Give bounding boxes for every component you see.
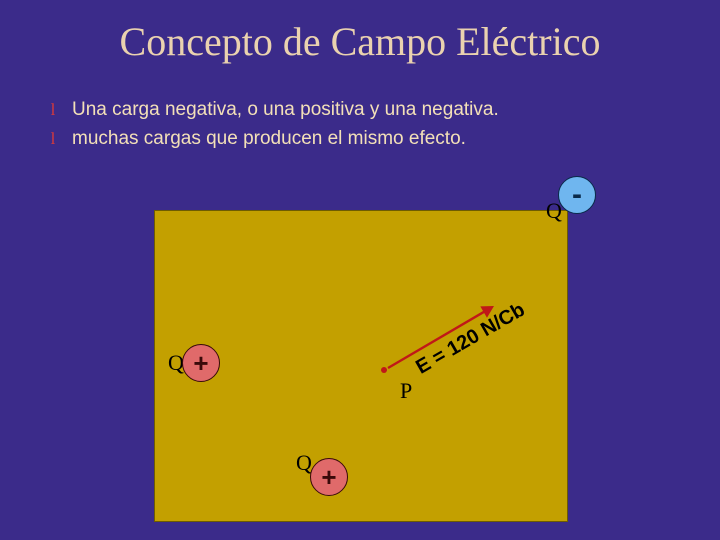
slide: Concepto de Campo Eléctrico l Una carga … bbox=[0, 0, 720, 540]
field-vector-arrow bbox=[0, 0, 720, 540]
